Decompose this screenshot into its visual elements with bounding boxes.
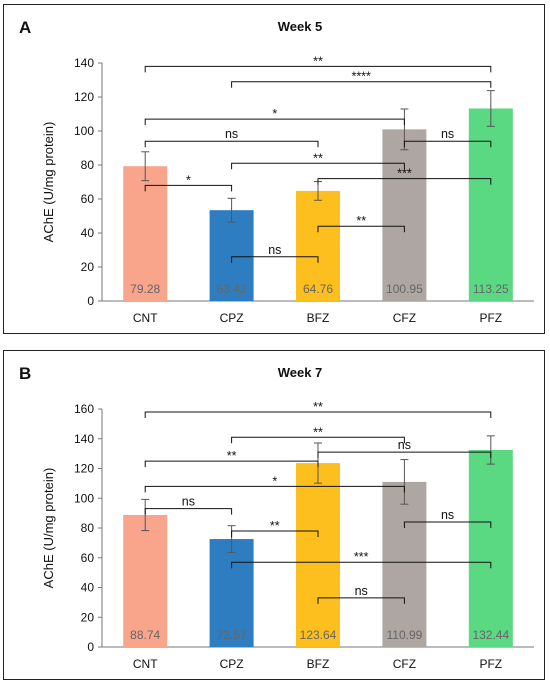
significance-label: ** xyxy=(313,151,323,165)
data-label: 72.57 xyxy=(217,628,247,642)
significance-label: ns xyxy=(182,495,195,509)
significance-label: *** xyxy=(354,550,369,564)
significance-bracket xyxy=(231,561,492,569)
significance-label: ns xyxy=(441,508,454,522)
chart-title: Week 5 xyxy=(278,19,323,34)
significance-bracket xyxy=(144,118,405,126)
bar xyxy=(209,210,254,301)
significance-bracket xyxy=(231,162,405,170)
y-axis-label: AChE (U/mg protein) xyxy=(41,468,56,589)
x-tick-label: BFZ xyxy=(307,657,330,671)
panel-a: A Week 5 AChE (U/mg protein) 0 20 40 60 80 100 12… xyxy=(3,4,545,334)
significance-label: ** xyxy=(313,54,323,68)
y-axis-label: AChE (U/mg protein) xyxy=(41,122,56,243)
significance-label: * xyxy=(272,107,277,121)
bar xyxy=(123,514,168,647)
significance-bracket xyxy=(144,508,233,515)
significance-bracket xyxy=(403,140,492,148)
significance-bracket xyxy=(144,140,319,148)
significance-bracket xyxy=(231,81,492,88)
significance-bracket xyxy=(144,411,492,418)
significance-label: ns xyxy=(355,584,368,598)
x-tick-label: CFZ xyxy=(393,311,416,325)
significance-bracket xyxy=(403,521,492,529)
significance-bracket xyxy=(231,256,319,263)
y-tick-label: 100 xyxy=(74,491,94,505)
y-tick-label: 120 xyxy=(74,462,94,476)
significance-label: ** xyxy=(313,425,323,439)
y-tick-label: 160 xyxy=(74,402,94,416)
bar xyxy=(468,108,513,301)
panel-letter: A xyxy=(19,18,31,37)
panel-b: B Week 7 AChE (U/mg protein) 0 20 40 60 80 100 12… xyxy=(3,350,545,680)
y-tick-label: 20 xyxy=(81,610,95,624)
significance-bracket xyxy=(317,451,492,459)
significance-label: ns xyxy=(225,127,238,141)
y-tick-label: 80 xyxy=(81,158,95,172)
significance-bracket xyxy=(231,436,405,444)
significance-label: * xyxy=(272,474,277,488)
data-label: 123.64 xyxy=(300,628,337,642)
y-tick-label: 60 xyxy=(81,551,95,565)
data-label: 100.95 xyxy=(386,282,423,296)
y-tick-label: 80 xyxy=(81,521,95,535)
significance-bracket xyxy=(144,485,405,493)
bar xyxy=(296,463,340,647)
data-label: 53.42 xyxy=(217,282,247,296)
data-label: 64.76 xyxy=(303,282,333,296)
significance-label: ** xyxy=(227,449,237,463)
y-tick-label: 40 xyxy=(81,581,95,595)
significance-bracket xyxy=(231,530,319,537)
significance-bracket xyxy=(144,65,492,73)
significance-label: ** xyxy=(270,519,280,533)
x-tick-label: PFZ xyxy=(479,657,502,671)
x-tick-label: PFZ xyxy=(479,311,502,325)
bar xyxy=(296,190,340,301)
x-tick-label: BFZ xyxy=(307,311,330,325)
data-label: 88.74 xyxy=(130,628,160,642)
chart-title: Week 7 xyxy=(278,365,323,380)
y-tick-label: 100 xyxy=(74,124,94,138)
y-tick-label: 140 xyxy=(74,432,94,446)
significance-label: ns xyxy=(268,243,281,257)
y-tick-label: 40 xyxy=(81,226,95,240)
significance-label: *** xyxy=(397,167,412,181)
x-tick-label: CNT xyxy=(133,311,158,325)
significance-bracket xyxy=(317,597,405,604)
y-tick-label: 20 xyxy=(81,260,95,274)
y-tick-label: 0 xyxy=(87,294,94,308)
significance-label: ns xyxy=(441,127,454,141)
significance-bracket xyxy=(144,460,319,468)
significance-bracket xyxy=(317,178,492,185)
x-tick-label: CPZ xyxy=(220,311,244,325)
bar xyxy=(382,481,427,647)
chart-week-7: B Week 7 AChE (U/mg protein) 0 20 40 60 80 100 12… xyxy=(19,364,534,671)
panel-letter: B xyxy=(19,364,31,383)
data-label: 79.28 xyxy=(130,282,160,296)
significance-bracket xyxy=(317,225,405,233)
x-tick-label: CPZ xyxy=(220,657,244,671)
data-label: 113.25 xyxy=(473,282,509,296)
significance-label: **** xyxy=(351,70,371,84)
x-tick-label: CFZ xyxy=(393,657,416,671)
significance-label: ** xyxy=(356,214,366,228)
significance-label: * xyxy=(186,173,191,187)
x-tick-label: CNT xyxy=(133,657,158,671)
y-tick-label: 60 xyxy=(81,192,95,206)
chart-week-5: A Week 5 AChE (U/mg protein) 0 20 40 60 80 100 12… xyxy=(19,18,534,325)
significance-label: ns xyxy=(398,438,411,452)
y-tick-label: 140 xyxy=(74,56,94,70)
significance-bracket xyxy=(144,184,233,192)
bar xyxy=(382,129,427,301)
data-label: 132.44 xyxy=(472,628,509,642)
significance-label: ** xyxy=(313,400,323,414)
data-label: 110.99 xyxy=(386,628,422,642)
y-tick-label: 120 xyxy=(74,90,94,104)
bar xyxy=(209,539,254,647)
y-tick-label: 0 xyxy=(87,640,94,654)
bar xyxy=(468,449,513,647)
